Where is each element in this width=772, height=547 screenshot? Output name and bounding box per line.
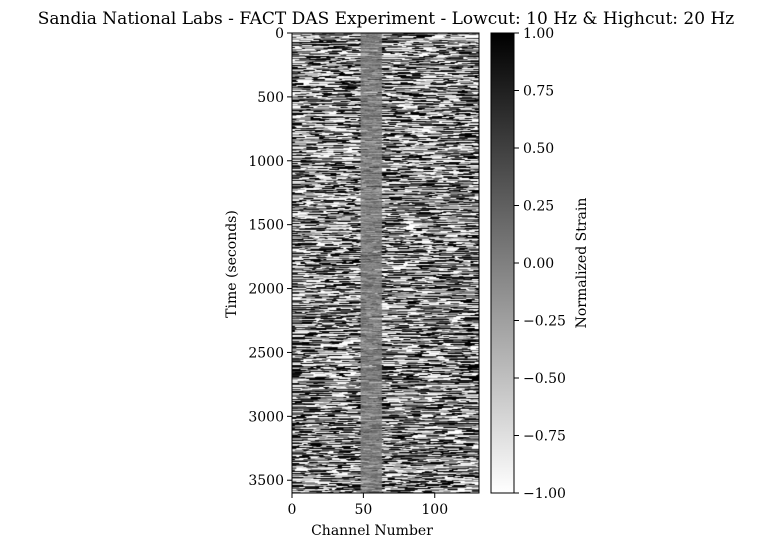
colorbar-gradient bbox=[490, 32, 515, 494]
y-tick-label: 3000 bbox=[248, 409, 284, 425]
colorbar-tick-label: 0.25 bbox=[523, 199, 554, 215]
colorbar-tick-label: 0.00 bbox=[523, 256, 554, 272]
y-axis: 0 500 1000 1500 2000 2500 3000 3500 bbox=[248, 26, 292, 489]
y-tick-label: 0 bbox=[275, 26, 284, 42]
colorbar-tick-label: −0.50 bbox=[523, 371, 566, 387]
colorbar-tick-label: −0.25 bbox=[523, 314, 566, 330]
x-tick-label: 100 bbox=[421, 502, 448, 518]
y-tick-label: 2500 bbox=[248, 345, 284, 361]
colorbar-tick-label: 1.00 bbox=[523, 26, 554, 42]
heatmap-image bbox=[292, 33, 479, 493]
y-axis-label: Time (seconds) bbox=[224, 210, 240, 318]
colorbar: 1.00 0.75 0.50 0.25 0.00 −0.25 −0.50 −0.75 −1.00 bbox=[490, 26, 566, 502]
colorbar-tick-label: −1.00 bbox=[523, 486, 566, 502]
colorbar-tick-label: −0.75 bbox=[523, 429, 566, 445]
x-axis-label: Channel Number bbox=[311, 523, 433, 539]
y-tick-label: 2000 bbox=[248, 282, 284, 298]
heatmap-plot bbox=[291, 32, 480, 494]
x-tick-label: 50 bbox=[354, 502, 372, 518]
colorbar-label: Normalized Strain bbox=[574, 198, 590, 329]
x-axis: 0 50 100 bbox=[288, 493, 448, 518]
y-tick-label: 1000 bbox=[248, 154, 284, 170]
plot-frame bbox=[291, 32, 480, 494]
x-tick-label: 0 bbox=[288, 502, 297, 518]
y-tick-label: 500 bbox=[257, 90, 284, 106]
y-tick-label: 1500 bbox=[248, 218, 284, 234]
colorbar-tick-label: 0.50 bbox=[523, 141, 554, 157]
y-tick-label: 3500 bbox=[248, 473, 284, 489]
colorbar-tick-label: 0.75 bbox=[523, 84, 554, 100]
chart-title: Sandia National Labs - FACT DAS Experime… bbox=[38, 9, 735, 29]
